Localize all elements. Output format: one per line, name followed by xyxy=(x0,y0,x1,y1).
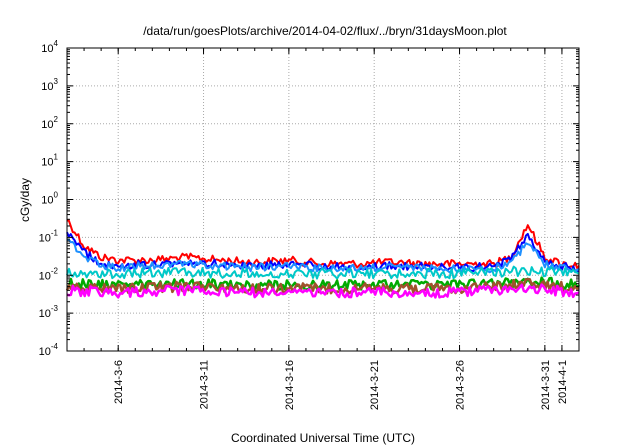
y-axis: 10-4 10-3 10-2 10-1 100 101 102 103 104 xyxy=(39,39,579,358)
series-line xyxy=(66,283,580,299)
y-tick-label: 100 xyxy=(41,191,58,207)
series-line xyxy=(65,277,580,295)
x-tick-label: 2014-4-1 xyxy=(557,360,569,404)
series-line xyxy=(66,265,580,280)
x-axis: 2014-3-6 2014-3-11 2014-3-16 2014-3-21 2014-… xyxy=(83,48,569,410)
y-tick-label: 10-1 xyxy=(39,228,59,244)
y-tick-label: 102 xyxy=(41,115,58,131)
series-line xyxy=(66,238,580,274)
grid xyxy=(67,48,579,351)
y-tick-label: 103 xyxy=(41,77,58,93)
y-tick-label: 10-2 xyxy=(39,266,59,282)
y-axis-label: cGy/day xyxy=(18,178,32,222)
y-tick-label: 10-4 xyxy=(39,342,59,358)
y-tick-label: 104 xyxy=(41,39,58,55)
x-tick-label: 2014-3-11 xyxy=(199,360,211,409)
x-tick-label: 2014-3-21 xyxy=(369,360,381,410)
x-tick-label: 2014-3-31 xyxy=(540,360,552,410)
x-tick-label: 2014-3-16 xyxy=(284,360,296,410)
x-axis-label: Coordinated Universal Time (UTC) xyxy=(231,431,415,445)
y-tick-label: 101 xyxy=(41,153,58,169)
chart-title: /data/run/goesPlots/archive/2014-04-02/f… xyxy=(143,24,507,38)
x-tick-label: 2014-3-6 xyxy=(113,360,125,404)
y-tick-label: 10-3 xyxy=(39,304,59,320)
series-group xyxy=(65,219,581,299)
x-tick-label: 2014-3-26 xyxy=(455,360,467,410)
